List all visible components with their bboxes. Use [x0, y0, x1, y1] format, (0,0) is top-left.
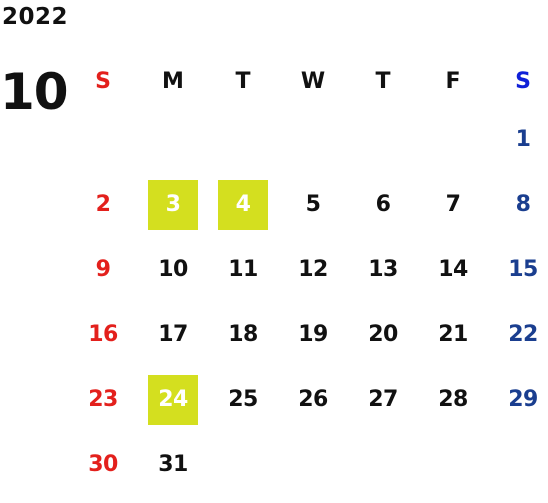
day-cell: 1 — [488, 107, 548, 172]
week-row: 16 17 18 19 20 21 22 — [68, 302, 548, 367]
calendar-day: 9 — [95, 257, 111, 282]
day-cell — [138, 107, 208, 172]
day-cell: 3 — [138, 172, 208, 237]
calendar-day: 15 — [508, 257, 538, 282]
calendar-day: 1 — [515, 127, 531, 152]
day-cell: 5 — [278, 172, 348, 237]
calendar-day: 17 — [158, 322, 188, 347]
day-cell — [208, 432, 278, 497]
day-cell: 30 — [68, 432, 138, 497]
calendar-day: 29 — [508, 387, 538, 412]
day-cell — [208, 107, 278, 172]
calendar-day: 20 — [368, 322, 398, 347]
day-cell: 6 — [348, 172, 418, 237]
day-cell: 13 — [348, 237, 418, 302]
calendar-day: 14 — [438, 257, 468, 282]
day-cell — [418, 107, 488, 172]
weekday-header-sunday: S — [95, 68, 111, 94]
day-cell — [278, 432, 348, 497]
day-cell: 22 — [488, 302, 548, 367]
day-cell: 28 — [418, 367, 488, 432]
calendar-day: 7 — [445, 192, 461, 217]
weekday-header-wednesday: W — [300, 68, 326, 94]
highlighted-day: 4 — [218, 179, 268, 230]
calendar-day: 8 — [515, 192, 531, 217]
calendar-day: 30 — [88, 452, 118, 477]
day-cell — [418, 432, 488, 497]
day-cell: 2 — [68, 172, 138, 237]
calendar-day: 18 — [228, 322, 258, 347]
calendar-day: 21 — [438, 322, 468, 347]
weekday-header-thursday: T — [375, 68, 391, 94]
year-label: 2022 — [2, 4, 69, 30]
day-cell — [278, 107, 348, 172]
calendar-day: 22 — [508, 322, 538, 347]
calendar-grid: S M T W T F S 1 2 3 4 5 6 7 8 9 10 11 12 13 14 15 16 17 1… — [68, 55, 548, 497]
calendar-day: 2 — [95, 192, 111, 217]
weekday-header-saturday: S — [515, 68, 531, 94]
day-cell: 23 — [68, 367, 138, 432]
calendar-day: 26 — [298, 387, 328, 412]
calendar-day: 11 — [228, 257, 258, 282]
day-cell: 7 — [418, 172, 488, 237]
day-cell — [348, 107, 418, 172]
day-cell: 12 — [278, 237, 348, 302]
day-cell: 14 — [418, 237, 488, 302]
calendar-day: 10 — [158, 257, 188, 282]
day-cell: 26 — [278, 367, 348, 432]
weekday-header-row: S M T W T F S — [68, 55, 548, 107]
day-cell — [488, 432, 548, 497]
calendar-weeks: 1 2 3 4 5 6 7 8 9 10 11 12 13 14 15 16 17 18 19 20 21 22 23 24 2… — [68, 107, 548, 497]
calendar-day: 25 — [228, 387, 258, 412]
day-cell: 15 — [488, 237, 548, 302]
day-cell: 19 — [278, 302, 348, 367]
day-cell: 25 — [208, 367, 278, 432]
day-cell: 10 — [138, 237, 208, 302]
day-cell: 8 — [488, 172, 548, 237]
highlighted-day: 3 — [148, 179, 198, 230]
day-cell: 17 — [138, 302, 208, 367]
day-cell — [348, 432, 418, 497]
weekday-header-tuesday: T — [235, 68, 251, 94]
week-row: 30 31 — [68, 432, 548, 497]
day-cell: 16 — [68, 302, 138, 367]
weekday-header-monday: M — [162, 68, 184, 94]
day-cell: 24 — [138, 367, 208, 432]
day-cell: 11 — [208, 237, 278, 302]
calendar-day: 27 — [368, 387, 398, 412]
calendar-day: 28 — [438, 387, 468, 412]
day-cell: 27 — [348, 367, 418, 432]
calendar-day: 6 — [375, 192, 391, 217]
calendar-day: 12 — [298, 257, 328, 282]
calendar-day: 19 — [298, 322, 328, 347]
calendar-day: 16 — [88, 322, 118, 347]
week-row: 1 — [68, 107, 548, 172]
calendar-day: 23 — [88, 387, 118, 412]
day-cell: 20 — [348, 302, 418, 367]
calendar-day: 13 — [368, 257, 398, 282]
calendar-day: 31 — [158, 452, 188, 477]
day-cell — [68, 107, 138, 172]
day-cell: 29 — [488, 367, 548, 432]
weekday-header-friday: F — [445, 68, 461, 94]
month-number: 10 — [0, 63, 69, 121]
highlighted-day: 24 — [148, 374, 198, 425]
day-cell: 4 — [208, 172, 278, 237]
week-row: 23 24 25 26 27 28 29 — [68, 367, 548, 432]
day-cell: 18 — [208, 302, 278, 367]
week-row: 9 10 11 12 13 14 15 — [68, 237, 548, 302]
day-cell: 31 — [138, 432, 208, 497]
day-cell: 9 — [68, 237, 138, 302]
calendar-day: 5 — [305, 192, 321, 217]
day-cell: 21 — [418, 302, 488, 367]
